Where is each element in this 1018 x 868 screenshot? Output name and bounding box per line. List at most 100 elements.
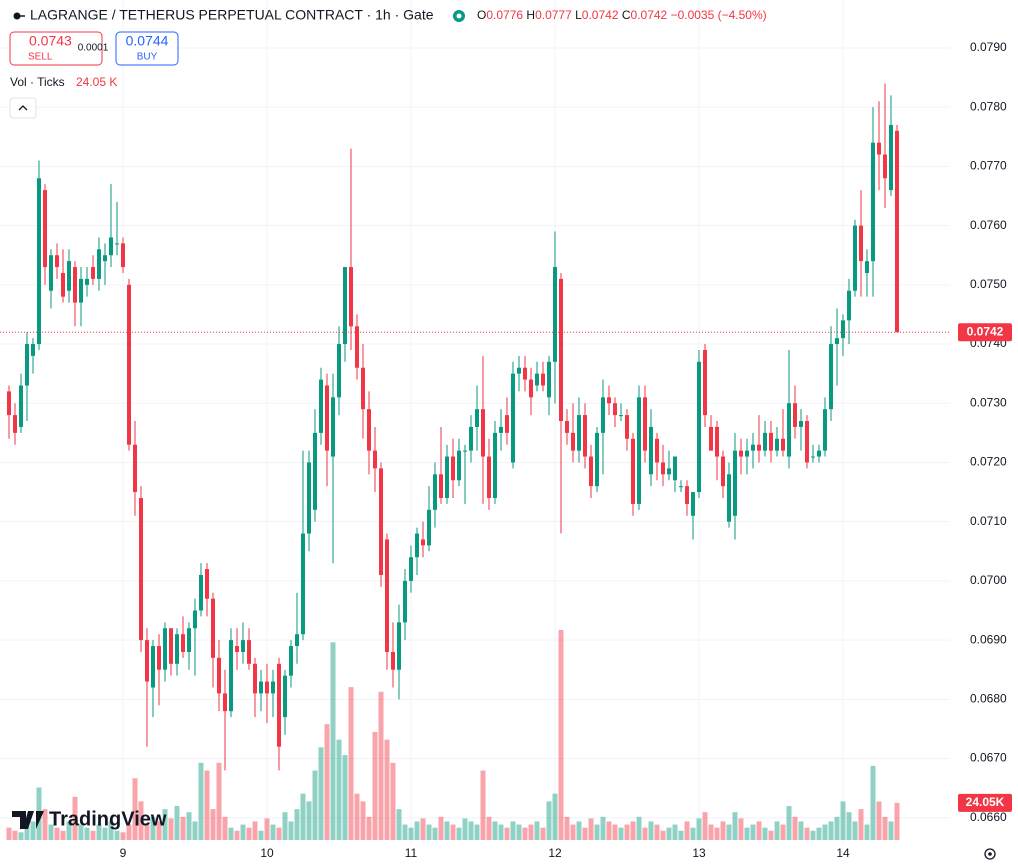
collapse-button[interactable] (9, 97, 37, 119)
candle-body (223, 693, 227, 712)
volume-bar (768, 830, 774, 840)
y-tick-label: 0.0750 (970, 277, 1007, 291)
volume-bar (48, 824, 54, 840)
candle-body (163, 628, 167, 670)
candle-body (271, 681, 275, 694)
candle-body (349, 267, 353, 327)
candle-body (679, 486, 683, 488)
candle-body (541, 373, 545, 386)
candle-body (451, 456, 455, 481)
candle-body (379, 468, 383, 575)
volume-bar (378, 691, 384, 840)
volume-bar (132, 778, 138, 840)
candle-body (19, 385, 23, 427)
volume-bar (462, 818, 468, 840)
volume-bar (234, 830, 240, 840)
volume-bar (162, 809, 168, 840)
candle-body (337, 344, 341, 398)
volume-bar (546, 801, 552, 840)
candle-body (7, 391, 11, 416)
volume-bar (258, 830, 264, 840)
candle-body (439, 474, 443, 498)
candle-body (493, 432, 497, 498)
candle-body (877, 142, 881, 155)
volume-bar (780, 824, 786, 840)
volume-bar (876, 801, 882, 840)
candle-body (769, 432, 773, 451)
candle-body (793, 403, 797, 427)
ohlc-prefix: H (526, 8, 535, 22)
volume-bar (300, 793, 306, 840)
volume-bar (270, 824, 276, 840)
volume-bar (798, 821, 804, 840)
candle-body (583, 415, 587, 457)
candle-body (103, 255, 107, 262)
candle-body (751, 444, 755, 451)
volume-bar (888, 821, 894, 840)
candle-body (781, 438, 785, 451)
candle-body (883, 154, 887, 179)
candle-body (619, 415, 623, 417)
volume-bar (426, 824, 432, 840)
candle-body (427, 509, 431, 546)
candle-body (601, 397, 605, 433)
volume-bar (114, 830, 120, 840)
volume-bar (894, 802, 900, 840)
candle-body (37, 178, 41, 345)
volume-bar (492, 821, 498, 840)
candle-body (55, 255, 59, 268)
ohlc-prefix: C (622, 8, 631, 22)
x-tick-label: 11 (405, 846, 418, 860)
volume-bar (822, 824, 828, 840)
candle-body (637, 397, 641, 504)
candle-body (289, 646, 293, 676)
candle-body (685, 486, 689, 504)
candle-body (811, 456, 815, 458)
volume-bar (606, 821, 612, 840)
volume-bar (726, 824, 732, 840)
volume-bar (54, 827, 60, 840)
volume-bar (288, 821, 294, 840)
candle-body (355, 326, 359, 368)
settings-icon (988, 852, 992, 856)
candle-body (13, 415, 17, 433)
candle-body (265, 681, 269, 694)
candle-body (817, 450, 821, 457)
volume-bar (336, 739, 342, 840)
y-tick-label: 0.0790 (970, 40, 1007, 54)
candle-body (187, 628, 191, 652)
candle-body (181, 634, 185, 652)
candle-body (463, 450, 467, 452)
candle-body (277, 663, 281, 747)
candle-body (373, 450, 377, 469)
settings-icon[interactable] (984, 848, 996, 860)
volume-bar (408, 827, 414, 840)
candle-body (853, 225, 857, 291)
candle-body (421, 539, 425, 546)
volume-bar (612, 824, 618, 840)
volume-bar (252, 821, 258, 840)
candle-body (823, 409, 827, 451)
volume-bar (870, 765, 876, 840)
volume-bar (402, 824, 408, 840)
candle-body (211, 598, 215, 658)
volume-bar (450, 824, 456, 840)
sell-button[interactable] (9, 31, 103, 66)
candle-body (367, 409, 371, 451)
candle-body (199, 574, 203, 611)
volume-bar (456, 827, 462, 840)
candle-body (205, 569, 209, 599)
volume-bar (210, 809, 216, 840)
candle-body (799, 421, 803, 427)
candle-body (505, 415, 509, 433)
buy-button[interactable] (115, 31, 179, 66)
volume-bar (834, 816, 840, 840)
volume-bar (138, 801, 144, 840)
volume-bar (648, 821, 654, 840)
volume-indicator: Vol · Ticks (10, 75, 65, 89)
candle-body (643, 397, 647, 451)
volume-bar (396, 809, 402, 840)
y-tick-label: 0.0730 (970, 395, 1007, 409)
candle-body (385, 539, 389, 652)
